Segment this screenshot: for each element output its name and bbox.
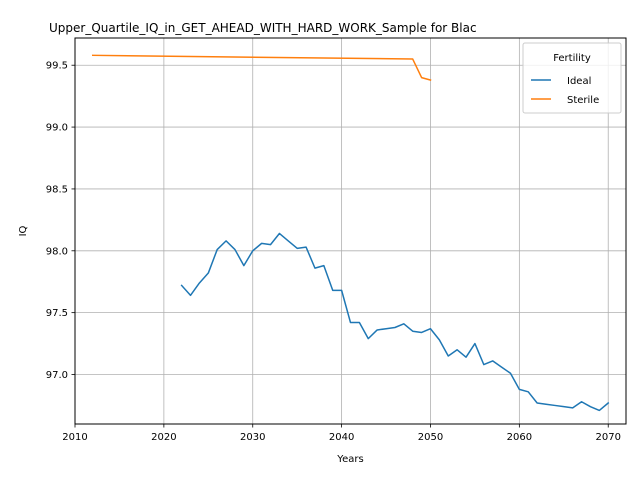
x-tick-label: 2070 [595, 432, 620, 443]
data-point-ideal [528, 391, 529, 392]
data-point-ideal [403, 323, 404, 324]
plot-frame [74, 37, 627, 425]
data-point-ideal [412, 331, 413, 332]
data-point-ideal [243, 265, 244, 266]
data-point-ideal [359, 322, 360, 323]
x-tick-label: 2040 [329, 432, 354, 443]
data-point-ideal [545, 404, 546, 405]
y-tick-label: 99.0 [46, 123, 68, 134]
data-point-ideal [234, 249, 235, 250]
data-point-ideal [385, 328, 386, 329]
data-point-ideal [474, 343, 475, 344]
data-point-ideal [510, 373, 511, 374]
data-point-ideal [217, 249, 218, 250]
y-tick-label: 98.0 [46, 246, 68, 257]
data-point-ideal [439, 339, 440, 340]
data-point-ideal [288, 240, 289, 241]
data-point-ideal [341, 290, 342, 291]
data-point-ideal [457, 349, 458, 350]
data-point-ideal [430, 328, 431, 329]
x-tick-label: 2020 [151, 432, 176, 443]
data-point-ideal [332, 290, 333, 291]
data-point-ideal [448, 355, 449, 356]
x-tick-label: 2030 [240, 432, 265, 443]
data-point-ideal [421, 332, 422, 333]
data-point-ideal [181, 285, 182, 286]
legend-label-sterile: Sterile [567, 95, 599, 106]
data-point-ideal [190, 295, 191, 296]
data-point-ideal [297, 248, 298, 249]
data-point-ideal [572, 407, 573, 408]
data-point-ideal [252, 250, 253, 251]
x-tick-label: 2010 [62, 432, 87, 443]
data-point-ideal [314, 268, 315, 269]
data-point-ideal [483, 364, 484, 365]
data-point-ideal [270, 244, 271, 245]
data-point-ideal [279, 233, 280, 234]
data-point-ideal [199, 282, 200, 283]
legend-box [522, 42, 622, 114]
data-point-ideal [554, 405, 555, 406]
data-point-ideal [501, 366, 502, 367]
data-point-ideal [377, 329, 378, 330]
data-point-ideal [608, 402, 609, 403]
legend: Fertility Ideal Sterile [522, 42, 622, 114]
y-axis-label: IQ [18, 225, 29, 236]
data-point-sterile [92, 55, 93, 56]
data-point-ideal [261, 243, 262, 244]
chart-title: Upper_Quartile_IQ_in_GET_AHEAD_WITH_HARD… [49, 21, 477, 35]
x-axis-label: Years [336, 454, 363, 465]
data-point-ideal [225, 240, 226, 241]
data-point-ideal [581, 401, 582, 402]
data-point-ideal [394, 327, 395, 328]
data-point-ideal [323, 265, 324, 266]
data-point-ideal [563, 406, 564, 407]
legend-label-ideal: Ideal [567, 76, 591, 87]
y-tick-label: 98.5 [46, 184, 68, 195]
x-tick-label: 2050 [418, 432, 443, 443]
data-point-ideal [465, 357, 466, 358]
y-tick-label: 97.0 [46, 370, 68, 381]
series-lines [92, 54, 610, 412]
data-point-ideal [208, 272, 209, 273]
y-axis: 97.0 97.5 98.0 98.5 99.0 99.5 [46, 61, 75, 381]
data-point-ideal [368, 338, 369, 339]
y-tick-label: 97.5 [46, 308, 68, 319]
series-line-ideal [180, 232, 610, 412]
data-point-ideal [492, 360, 493, 361]
data-point-ideal [537, 402, 538, 403]
data-point-sterile [412, 58, 413, 59]
data-point-ideal [350, 322, 351, 323]
data-point-ideal [599, 410, 600, 411]
legend-title: Fertility [553, 53, 591, 64]
data-point-ideal [590, 406, 591, 407]
data-point-ideal [305, 246, 306, 247]
x-axis: 2010 2020 2030 2040 2050 2060 2070 [62, 424, 621, 443]
data-point-sterile [421, 77, 422, 78]
x-tick-label: 2060 [507, 432, 532, 443]
series-line-sterile [92, 54, 432, 81]
y-tick-label: 99.5 [46, 61, 68, 72]
data-point-ideal [519, 389, 520, 390]
data-point-sterile [430, 79, 431, 80]
